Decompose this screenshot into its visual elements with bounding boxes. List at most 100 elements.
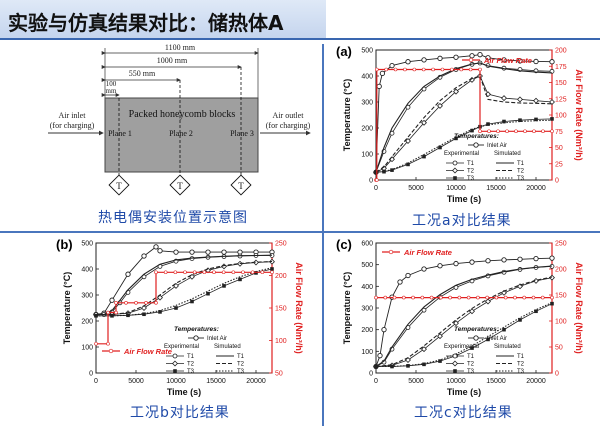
flow-rate-point (478, 67, 482, 72)
flow-rate-point (154, 301, 158, 305)
series-line (96, 260, 273, 316)
plane-1: Plane 1 T (108, 98, 132, 196)
plane-2: Plane 2 T (169, 80, 193, 196)
y-tick-label: 100 (361, 152, 373, 159)
flow-rate-point (541, 129, 545, 134)
flow-rate-point (241, 270, 245, 275)
title-bar: 实验与仿真结果对比：储热体A (0, 0, 326, 38)
x-tick-label: 20000 (526, 185, 546, 192)
legend-exp-marker (452, 160, 458, 166)
x-tick-label: 10000 (446, 185, 466, 192)
data-point (470, 346, 474, 350)
legend-exp-label: T2 (467, 362, 475, 368)
data-point (485, 298, 491, 305)
data-point (533, 255, 539, 262)
flow-rate-point (163, 270, 168, 275)
honeycomb-block (104, 97, 259, 173)
outlet-label: Air outlet (273, 111, 305, 120)
x-tick-label: 5000 (128, 378, 144, 385)
panel-label: (a) (336, 44, 352, 59)
data-point (421, 346, 427, 353)
flow-legend-label: Air Flow Rate (123, 347, 172, 356)
legend-inlet-marker (193, 335, 199, 341)
data-point (189, 249, 195, 255)
legend-inlet-label: Inlet Air (207, 336, 227, 342)
flow-rate-point (429, 295, 434, 300)
flow-rate-point (144, 301, 148, 305)
data-point (405, 138, 411, 144)
y-tick-label: 500 (361, 48, 373, 55)
legend-experimental: Experimental (444, 344, 479, 350)
thermocouple-symbol: T (238, 181, 244, 191)
legend-exp-marker (452, 167, 458, 174)
flow-rate-point (421, 67, 426, 72)
series-t1-simulated (375, 265, 553, 367)
slide-title: 实验与仿真结果对比：储热体A (8, 11, 284, 35)
data-point (109, 297, 115, 303)
flow-rate-point (523, 129, 527, 134)
data-point (190, 299, 194, 304)
legend-exp-label: T2 (187, 362, 195, 368)
y-tick-label: 300 (361, 306, 373, 313)
legend-sim-label: T3 (517, 176, 525, 182)
data-point (382, 169, 386, 174)
data-point (254, 271, 258, 275)
flow-legend-marker (108, 348, 114, 354)
data-point (438, 359, 442, 363)
data-point (421, 266, 427, 272)
series-line (375, 265, 553, 367)
legend-exp-label: T1 (467, 161, 475, 167)
data-point (470, 128, 474, 133)
data-point (406, 364, 410, 368)
series-t2-simulated (375, 276, 553, 368)
data-point (485, 258, 491, 264)
plot-frame (375, 242, 553, 374)
legend-exp-marker (453, 176, 457, 180)
series-line (375, 277, 553, 367)
flow-rate-point (513, 295, 517, 300)
legend-sim-label: T1 (517, 354, 525, 360)
flow-rate-point (393, 67, 398, 72)
temperature-legend: Temperatures: Inlet Air Experimental Simula… (164, 326, 245, 375)
legend-sim-label: T1 (237, 354, 245, 360)
legend-sim-label: T3 (237, 369, 245, 375)
flow-rate-point (202, 270, 207, 275)
series-line (96, 268, 273, 317)
data-point (376, 83, 382, 90)
flow-legend-marker (388, 249, 394, 255)
flow-rate-point (183, 270, 187, 275)
title-rule (0, 38, 600, 40)
series-t2-simulated (96, 260, 273, 316)
data-point (518, 118, 522, 122)
dim-1000-label: 1000 mm (157, 56, 188, 65)
y2-tick-label: 50 (555, 145, 563, 152)
data-point (550, 117, 554, 121)
flow-rate-point (466, 295, 471, 300)
y-tick-label: 300 (81, 293, 93, 300)
data-point (501, 289, 507, 296)
legend-experimental: Experimental (444, 151, 479, 157)
flow-rate-point (550, 295, 554, 300)
data-point (517, 256, 523, 262)
data-point (550, 301, 554, 306)
legend-exp-label: T1 (187, 354, 195, 360)
data-point (501, 257, 507, 263)
data-point (453, 54, 459, 60)
flow-rate-point (221, 270, 226, 275)
flow-rate-point (440, 67, 445, 72)
panel-label: (c) (336, 237, 352, 252)
x-tick-label: 0 (374, 378, 378, 385)
series-air-flow-rate (94, 270, 274, 346)
legend-sim-label: T2 (237, 362, 245, 368)
data-point (422, 154, 426, 159)
y2-tick-label: 200 (555, 48, 567, 55)
flow-rate-point (94, 341, 98, 346)
x-tick-label: 10000 (446, 378, 466, 385)
data-point (438, 145, 442, 150)
caption-a: 工况a对比结果 (412, 213, 512, 229)
y2-tick-label: 200 (275, 273, 287, 280)
legend-title: Temperatures: (454, 326, 499, 333)
flow-rate-point (476, 295, 480, 300)
flow-rate-point (260, 270, 265, 275)
